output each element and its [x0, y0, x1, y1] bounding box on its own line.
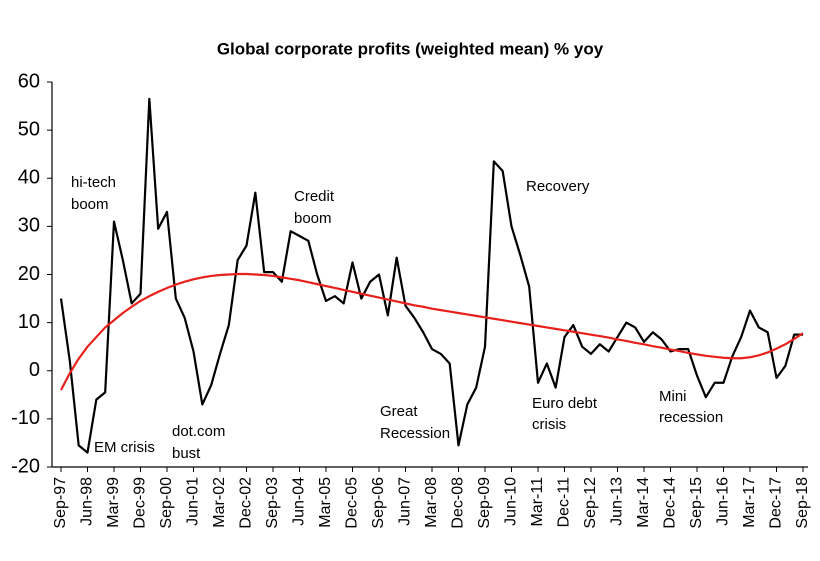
annotation: Great — [380, 403, 418, 420]
annotation: recession — [659, 409, 723, 426]
annotation: bust — [172, 445, 201, 462]
y-tick-label: 50 — [18, 118, 40, 140]
x-tick-label: Sep-12 — [582, 477, 599, 529]
chart-title: Global corporate profits (weighted mean)… — [217, 39, 604, 58]
annotations: hi-tech boom EM crisis dot.com bust Cred… — [71, 174, 723, 462]
x-tick-label: Sep-03 — [264, 477, 281, 529]
x-tick-label: Mar-99 — [105, 477, 122, 528]
y-tick-label: 40 — [18, 167, 40, 189]
x-tick-label: Jun-98 — [79, 477, 96, 526]
x-tick-label: Mar-11 — [529, 477, 546, 527]
x-tick-label: Mar-08 — [423, 477, 440, 528]
x-tick-label: Dec-11 — [556, 477, 573, 527]
annotation: dot.com — [172, 423, 225, 440]
x-tick-label: Sep-00 — [158, 477, 175, 529]
x-tick-label: Sep-18 — [794, 477, 811, 529]
annotation: crisis — [532, 416, 566, 433]
annotation: Credit — [294, 188, 335, 205]
x-tick-label: Dec-05 — [344, 477, 361, 529]
x-tick-label: Dec-02 — [238, 477, 255, 529]
y-tick-label: 30 — [18, 215, 40, 237]
x-tick-label: Jun-07 — [397, 477, 414, 526]
x-tick-label: Sep-15 — [688, 477, 705, 529]
annotation: Recession — [380, 425, 450, 442]
y-tick-label: 60 — [18, 70, 40, 92]
x-tick-label: Jun-13 — [609, 477, 626, 526]
annotation: hi-tech — [71, 174, 116, 191]
x-tick-label: Sep-97 — [52, 477, 69, 529]
x-tick-label: Mar-05 — [317, 477, 334, 528]
series-line — [59, 97, 803, 454]
x-tick-label: Sep-09 — [476, 477, 493, 529]
annotation: boom — [294, 210, 332, 227]
x-tick-label: Dec-99 — [132, 477, 149, 529]
annotation: boom — [71, 196, 109, 213]
x-tick-label: Sep-06 — [370, 477, 387, 529]
y-tick-label: -20 — [11, 455, 40, 477]
x-tick-label: Dec-14 — [662, 477, 679, 529]
x-tick-label: Mar-02 — [211, 477, 228, 528]
y-tick-label: 20 — [18, 263, 40, 285]
x-tick-label: Jun-04 — [291, 477, 308, 526]
annotation: Mini — [659, 388, 687, 405]
x-tick-label: Jun-10 — [503, 477, 520, 526]
y-tick-label: 10 — [18, 311, 40, 333]
annotation: EM crisis — [94, 439, 155, 456]
x-tick-label: Mar-14 — [635, 477, 652, 528]
y-tick-label: 0 — [29, 359, 40, 381]
x-tick-label: Jun-01 — [185, 477, 202, 526]
x-tick-label: Dec-08 — [450, 477, 467, 529]
y-tick-label: -10 — [11, 407, 40, 429]
x-tick-label: Dec-17 — [768, 477, 785, 529]
annotation: Euro debt — [532, 395, 598, 412]
x-tick-label: Mar-17 — [741, 477, 758, 528]
x-tick-label: Jun-16 — [715, 477, 732, 526]
series-line — [60, 272, 804, 391]
annotation: Recovery — [526, 178, 590, 195]
